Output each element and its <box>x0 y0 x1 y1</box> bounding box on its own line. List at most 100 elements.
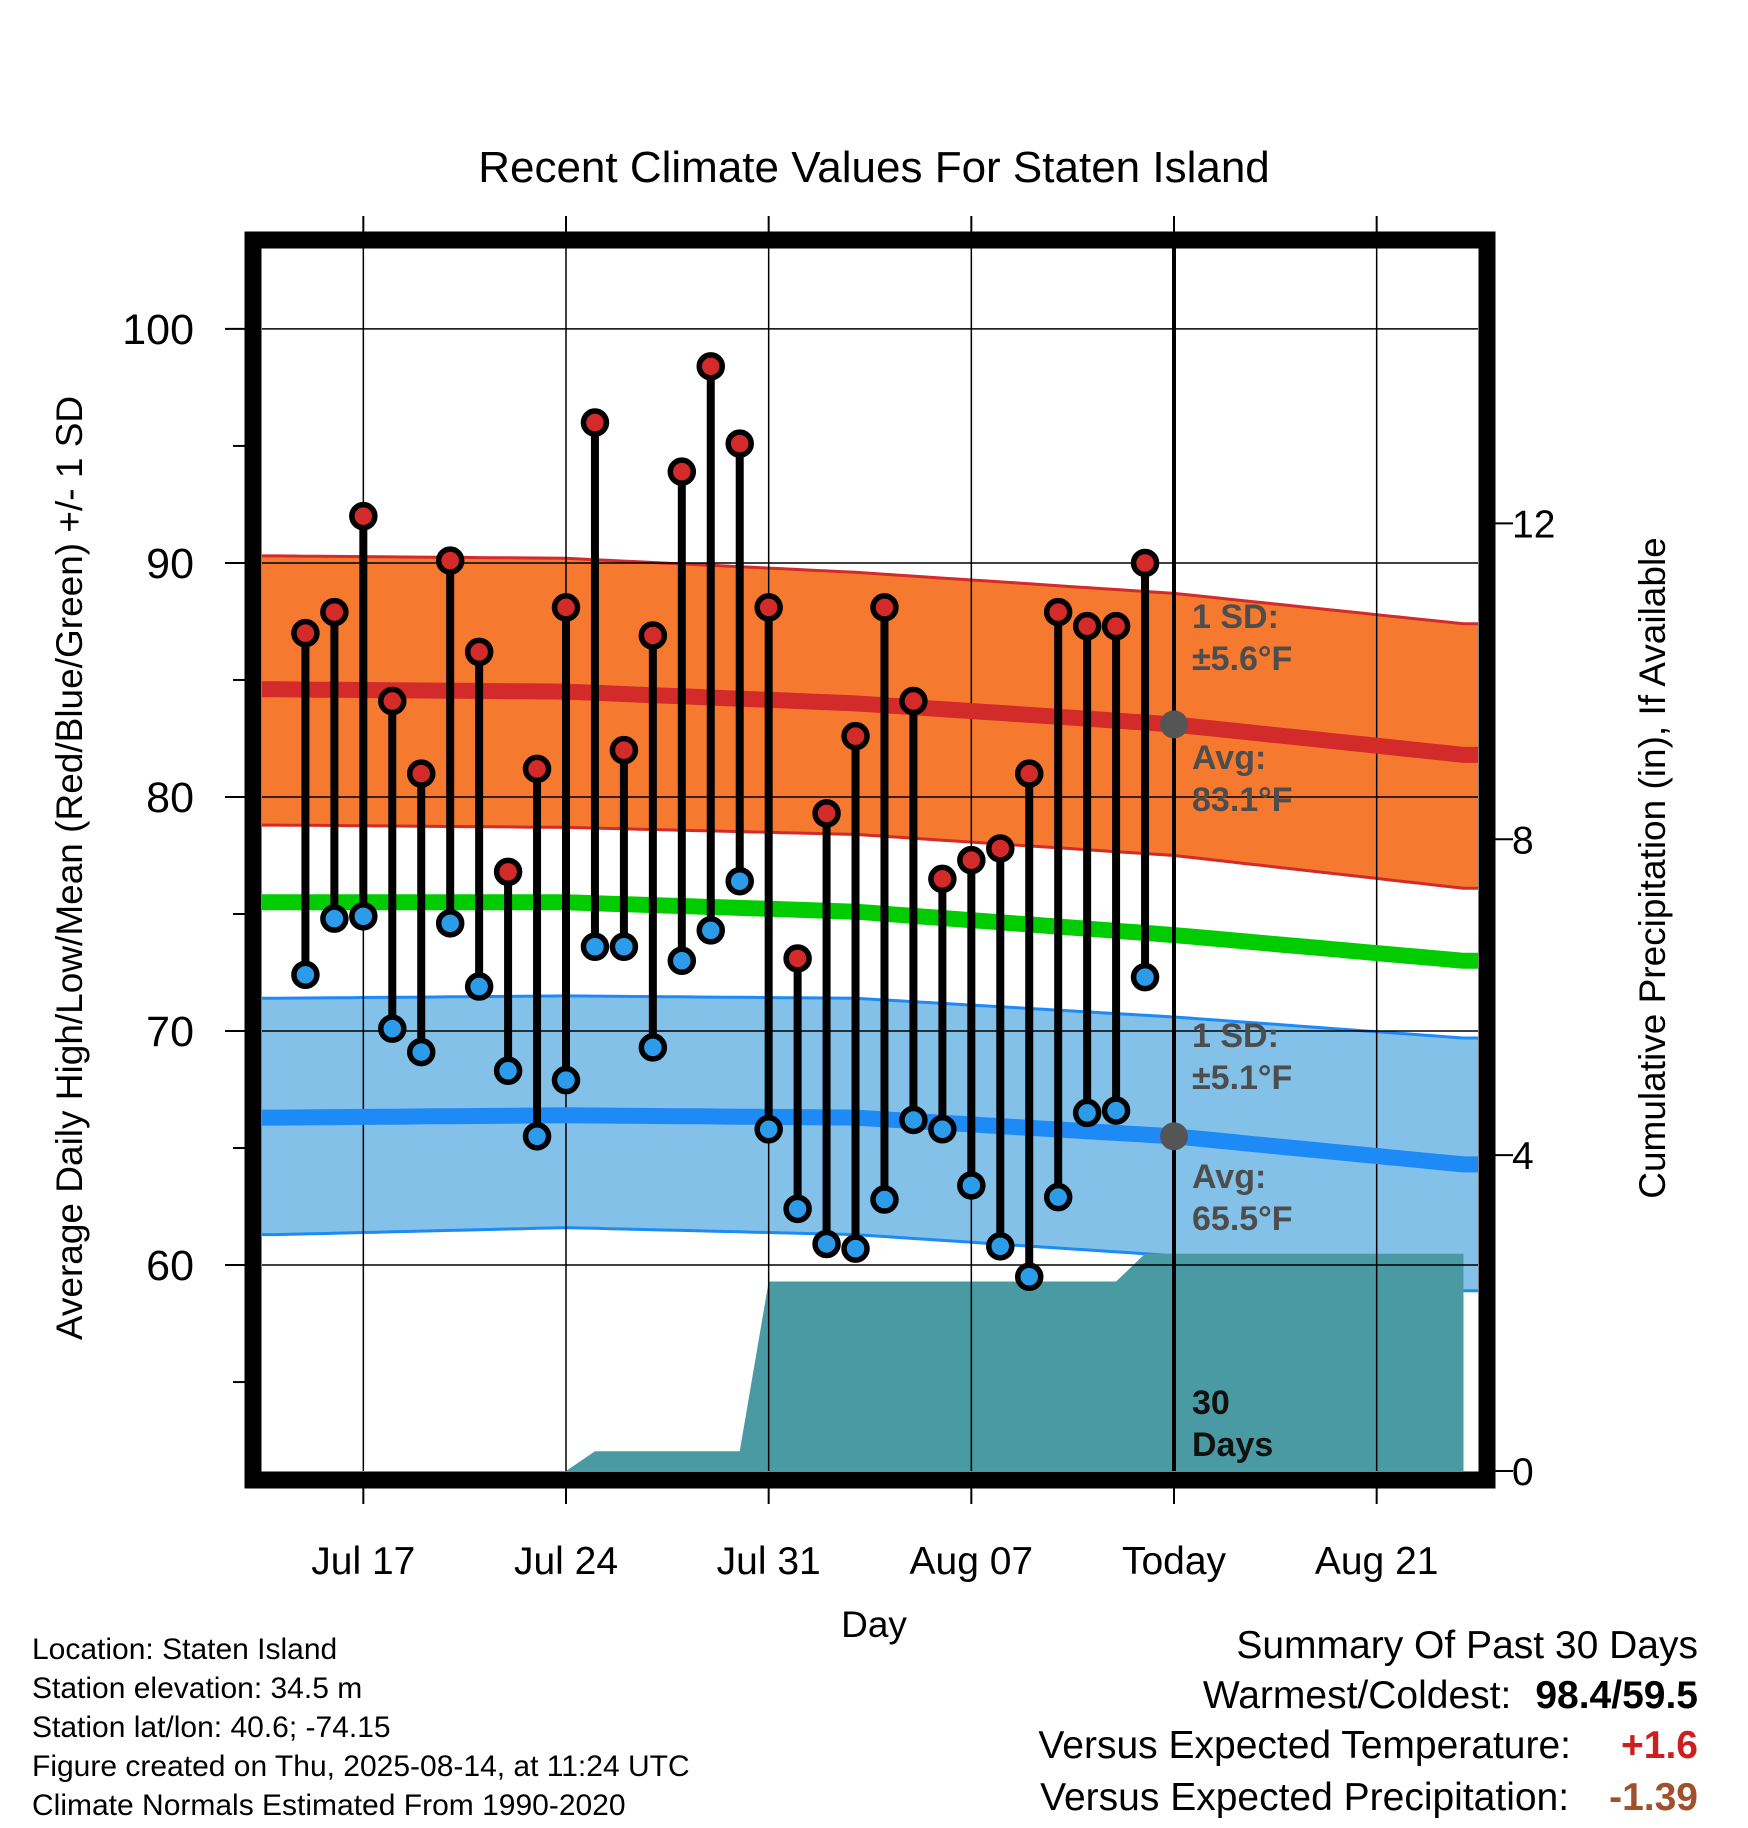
y-tick-label: 80 <box>146 774 194 822</box>
y2-tick-label: 0 <box>1512 1451 1534 1494</box>
low-point <box>378 1014 407 1043</box>
high-point <box>957 845 986 875</box>
low-point <box>696 916 726 945</box>
high-point <box>812 799 841 828</box>
footer-location: Location: Staten Island <box>32 1633 338 1666</box>
low-point <box>1014 1262 1044 1292</box>
low-point <box>870 1185 899 1214</box>
window-unit: Days <box>1192 1426 1273 1464</box>
mean-avg-line <box>262 894 1478 969</box>
low-upper-line <box>262 994 1478 1040</box>
high-avg-label: Avg: <box>1192 739 1266 777</box>
high-point <box>899 686 928 716</box>
low-point <box>609 932 639 962</box>
low-sd-value: ±5.1°F <box>1192 1059 1292 1097</box>
low-point <box>754 1115 783 1144</box>
summary-warm-cold: Warmest/Coldest: 98.4/59.5 <box>1203 1674 1698 1718</box>
high-point <box>406 759 436 788</box>
today-low-normal-marker <box>1160 1122 1188 1151</box>
x-tick-label: Aug 21 <box>1315 1540 1439 1583</box>
temp-value: +1.6 <box>1621 1724 1698 1767</box>
summary-title-text: Summary Of Past 30 Days <box>1236 1624 1698 1667</box>
footer-created: Figure created on Thu, 2025-08-14, at 11… <box>32 1750 690 1783</box>
low-sd-label: 1 SD: <box>1192 1017 1279 1055</box>
high-sd-label: 1 SD: <box>1192 598 1279 636</box>
high-point <box>349 501 378 531</box>
high-point <box>841 721 870 751</box>
low-point <box>522 1122 552 1151</box>
low-point <box>928 1115 957 1144</box>
y-tick-label: 60 <box>146 1242 194 1290</box>
high-point <box>551 593 581 622</box>
low-point <box>493 1056 523 1086</box>
low-point <box>899 1105 928 1135</box>
high-point <box>783 944 812 973</box>
y2-tick-label: 12 <box>1512 503 1555 546</box>
low-point <box>1043 1182 1073 1212</box>
y2-tick-label: 8 <box>1512 819 1534 862</box>
high-point <box>378 686 407 716</box>
high-point <box>522 754 552 784</box>
footer-normals: Climate Normals Estimated From 1990-2020 <box>32 1789 626 1822</box>
temp-label: Versus Expected Temperature: <box>1038 1724 1571 1767</box>
low-point <box>291 960 320 990</box>
high-point <box>696 352 726 381</box>
low-point <box>957 1171 986 1200</box>
high-avg-line <box>262 681 1478 763</box>
low-point <box>1101 1096 1131 1125</box>
y2-axis-title: Cumulative Precipitation (in), If Availa… <box>1632 537 1673 1199</box>
high-point <box>667 457 697 486</box>
low-point <box>812 1229 841 1259</box>
low-point <box>1130 962 1160 992</box>
low-point <box>580 932 610 962</box>
high-point <box>986 834 1015 863</box>
high-point <box>320 597 349 627</box>
low-point <box>349 902 378 931</box>
high-point <box>493 857 523 887</box>
high-point <box>928 864 957 894</box>
summary-title: Summary Of Past 30 Days <box>1236 1624 1698 1668</box>
x-tick-label: Jul 17 <box>311 1540 415 1583</box>
high-point <box>291 618 320 648</box>
high-point <box>1130 548 1160 578</box>
warm-cold-label: Warmest/Coldest: <box>1202 1674 1512 1717</box>
low-point <box>320 904 349 933</box>
high-point <box>870 593 899 622</box>
high-point <box>1014 759 1044 788</box>
high-avg-value: 83.1°F <box>1192 781 1293 819</box>
precip-label: Versus Expected Precipitation: <box>1040 1776 1570 1819</box>
plot-area: 1 SD: ±5.6°F Avg: 83.1°F 1 SD: ±5.1°F Avg: 65.5… <box>122 216 1555 1583</box>
x-tick-label: Jul 24 <box>514 1540 618 1583</box>
high-point <box>638 621 668 650</box>
low-point <box>1072 1098 1102 1128</box>
low-point <box>551 1065 581 1095</box>
y-tick-label: 100 <box>122 306 194 354</box>
low-point <box>464 972 494 1001</box>
low-point <box>667 946 697 976</box>
high-lower-line <box>262 823 1478 890</box>
low-avg-value: 65.5°F <box>1192 1200 1293 1238</box>
low-point <box>406 1037 436 1067</box>
y-tick-label: 90 <box>146 540 194 588</box>
today-high-normal-marker <box>1160 710 1188 739</box>
window-number: 30 <box>1192 1384 1230 1422</box>
x-tick-label: Jul 31 <box>717 1540 821 1583</box>
plot-frame <box>244 231 1496 1489</box>
high-point <box>464 637 494 667</box>
low-point <box>783 1194 812 1224</box>
high-point <box>1101 611 1131 641</box>
high-sd-value: ±5.6°F <box>1192 640 1292 678</box>
low-avg-line <box>262 1107 1478 1173</box>
summary-temp: Versus Expected Temperature: +1.6 <box>1038 1724 1698 1768</box>
chart-title: Recent Climate Values For Staten Island <box>478 143 1270 192</box>
low-point <box>435 909 465 938</box>
x-axis-title: Day <box>841 1604 907 1645</box>
low-point <box>986 1232 1015 1261</box>
warm-cold-value: 98.4/59.5 <box>1535 1674 1698 1717</box>
high-point <box>580 408 610 437</box>
plot-clip-group <box>262 247 1478 1471</box>
high-point <box>1072 611 1102 641</box>
summary-precip: Versus Expected Precipitation: -1.39 <box>1040 1776 1698 1820</box>
low-point <box>725 866 754 896</box>
